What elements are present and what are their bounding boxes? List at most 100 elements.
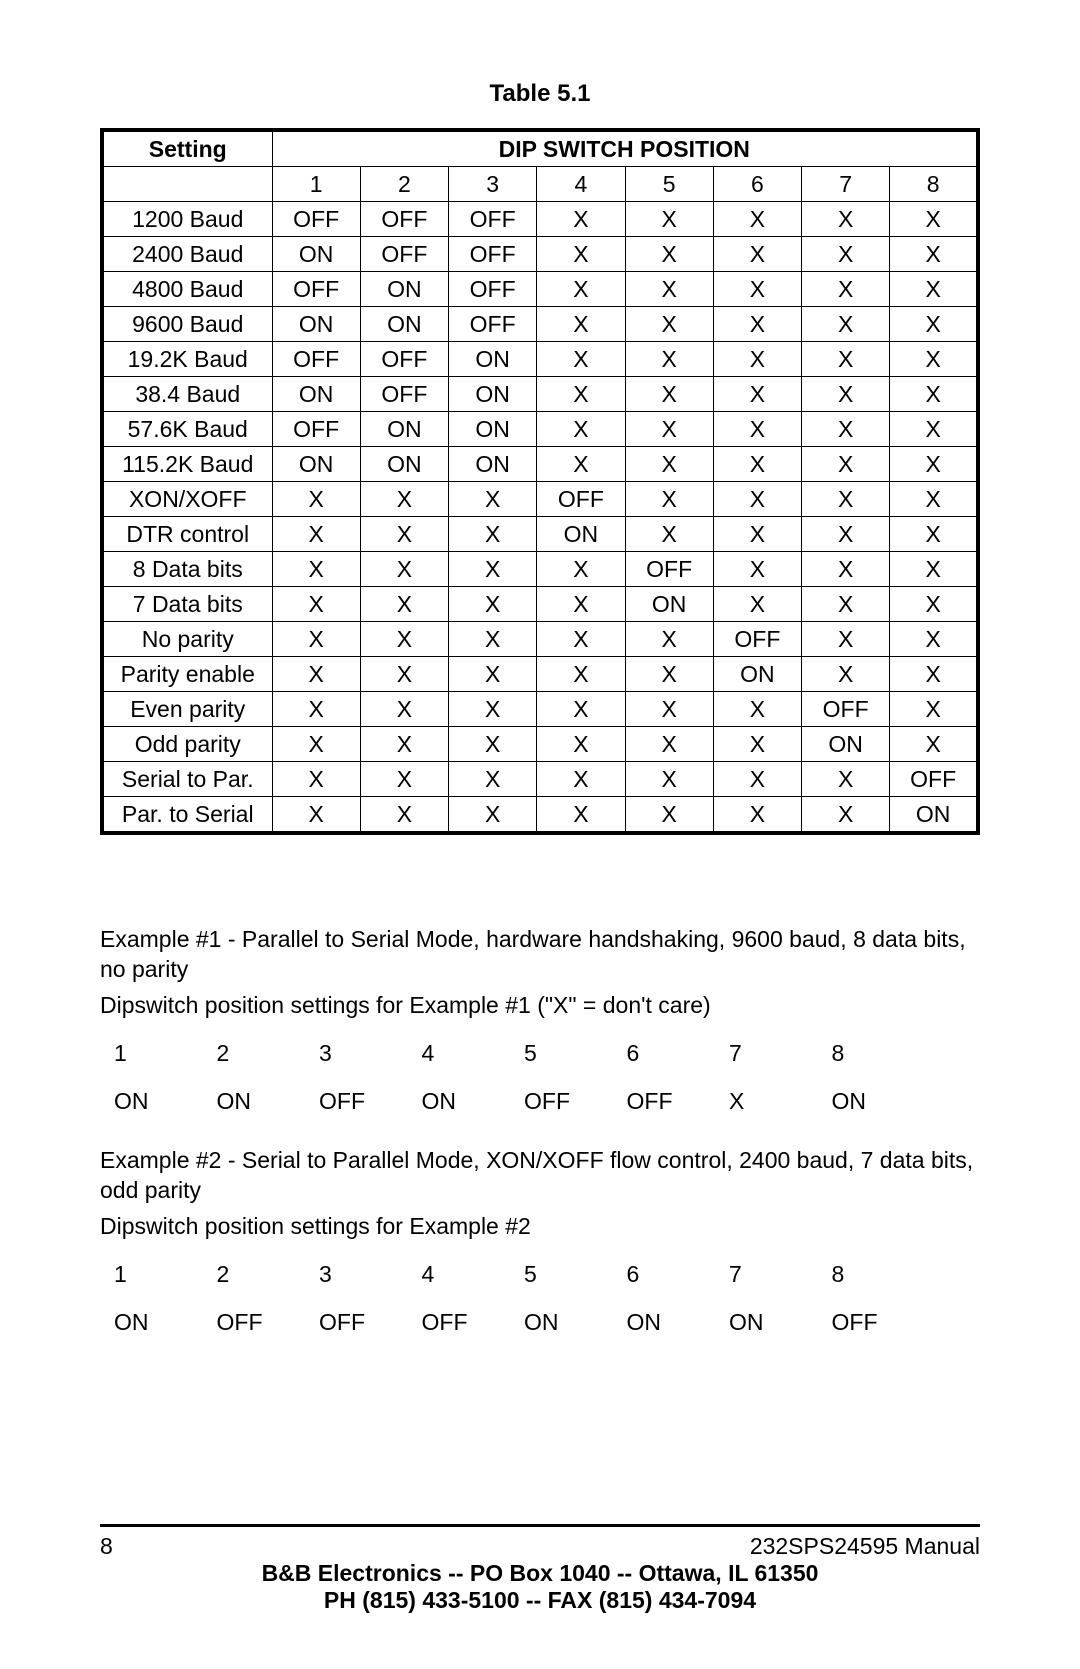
value-cell: OFF: [272, 202, 360, 237]
value-cell: X: [890, 377, 978, 412]
value-cell: X: [890, 307, 978, 342]
ex2-value: ON: [100, 1308, 203, 1338]
value-cell: ON: [449, 447, 537, 482]
value-cell: OFF: [360, 377, 448, 412]
setting-cell: DTR control: [102, 517, 272, 552]
value-cell: X: [625, 447, 713, 482]
ex1-value: ON: [408, 1087, 511, 1117]
position-number-cell: 1: [272, 167, 360, 202]
value-cell: X: [625, 762, 713, 797]
value-cell: X: [625, 377, 713, 412]
setting-cell: 4800 Baud: [102, 272, 272, 307]
position-number-cell: 5: [625, 167, 713, 202]
value-cell: X: [890, 552, 978, 587]
value-cell: X: [537, 377, 625, 412]
value-cell: X: [537, 552, 625, 587]
value-cell: X: [449, 727, 537, 762]
value-cell: X: [272, 482, 360, 517]
value-cell: X: [890, 517, 978, 552]
value-cell: X: [360, 622, 448, 657]
table-row: 8 Data bitsXXXXOFFXXX: [102, 552, 978, 587]
ex2-value: OFF: [305, 1308, 408, 1338]
footer-rule: [100, 1524, 980, 1527]
value-cell: ON: [802, 727, 890, 762]
setting-cell: 7 Data bits: [102, 587, 272, 622]
ex1-number: 8: [818, 1039, 921, 1069]
value-cell: X: [537, 202, 625, 237]
table-row: Serial to Par.XXXXXXXOFF: [102, 762, 978, 797]
value-cell: X: [537, 412, 625, 447]
table-row: XON/XOFFXXXOFFXXXX: [102, 482, 978, 517]
value-cell: X: [360, 657, 448, 692]
value-cell: X: [449, 657, 537, 692]
value-cell: X: [802, 797, 890, 834]
value-cell: X: [802, 307, 890, 342]
value-cell: X: [449, 552, 537, 587]
value-cell: ON: [449, 342, 537, 377]
ex2-number: 8: [818, 1260, 921, 1290]
table-row: 9600 BaudONONOFFXXXXX: [102, 307, 978, 342]
value-cell: X: [713, 762, 801, 797]
ex1-number: 2: [203, 1039, 306, 1069]
value-cell: OFF: [272, 272, 360, 307]
table-row: 115.2K BaudONONONXXXXX: [102, 447, 978, 482]
value-cell: OFF: [625, 552, 713, 587]
value-cell: X: [713, 412, 801, 447]
ex2-value: ON: [510, 1308, 613, 1338]
page-number: 8: [100, 1533, 113, 1560]
value-cell: X: [360, 517, 448, 552]
ex2-number: 3: [305, 1260, 408, 1290]
setting-cell: Even parity: [102, 692, 272, 727]
ex1-value: OFF: [305, 1087, 408, 1117]
value-cell: X: [537, 622, 625, 657]
value-cell: X: [713, 202, 801, 237]
value-cell: X: [625, 272, 713, 307]
value-cell: X: [272, 552, 360, 587]
value-cell: ON: [360, 272, 448, 307]
ex1-number: 6: [613, 1039, 716, 1069]
value-cell: ON: [272, 377, 360, 412]
value-cell: X: [713, 552, 801, 587]
setting-cell: XON/XOFF: [102, 482, 272, 517]
position-number-cell: 2: [360, 167, 448, 202]
value-cell: X: [449, 762, 537, 797]
footer-line1: 8 232SPS24595 Manual: [100, 1533, 980, 1560]
value-cell: X: [890, 587, 978, 622]
value-cell: X: [625, 727, 713, 762]
value-cell: X: [449, 517, 537, 552]
table-title: Table 5.1: [100, 80, 980, 108]
table-header-row: Setting DIP SWITCH POSITION: [102, 130, 978, 167]
dip-switch-table: Setting DIP SWITCH POSITION 123456781200…: [100, 128, 980, 835]
value-cell: X: [802, 447, 890, 482]
value-cell: X: [713, 237, 801, 272]
page-footer: 8 232SPS24595 Manual B&B Electronics -- …: [100, 1524, 980, 1614]
value-cell: X: [537, 692, 625, 727]
position-number-cell: 7: [802, 167, 890, 202]
example1-numbers-row: 12345678: [100, 1039, 920, 1069]
value-cell: X: [713, 447, 801, 482]
value-cell: X: [890, 692, 978, 727]
value-cell: X: [625, 412, 713, 447]
value-cell: ON: [272, 237, 360, 272]
ex2-number: 1: [100, 1260, 203, 1290]
value-cell: ON: [537, 517, 625, 552]
header-dip-position: DIP SWITCH POSITION: [272, 130, 978, 167]
ex1-value: X: [715, 1087, 818, 1117]
value-cell: OFF: [449, 237, 537, 272]
ex2-number: 2: [203, 1260, 306, 1290]
ex1-number: 7: [715, 1039, 818, 1069]
value-cell: X: [802, 342, 890, 377]
value-cell: X: [272, 692, 360, 727]
value-cell: X: [802, 412, 890, 447]
table-row: 38.4 BaudONOFFONXXXXX: [102, 377, 978, 412]
value-cell: X: [802, 657, 890, 692]
setting-cell: 38.4 Baud: [102, 377, 272, 412]
value-cell: X: [890, 727, 978, 762]
value-cell: X: [713, 727, 801, 762]
table-row: 19.2K BaudOFFOFFONXXXXX: [102, 342, 978, 377]
value-cell: OFF: [360, 202, 448, 237]
ex1-number: 3: [305, 1039, 408, 1069]
value-cell: X: [890, 412, 978, 447]
ex2-number: 5: [510, 1260, 613, 1290]
setting-cell: Parity enable: [102, 657, 272, 692]
